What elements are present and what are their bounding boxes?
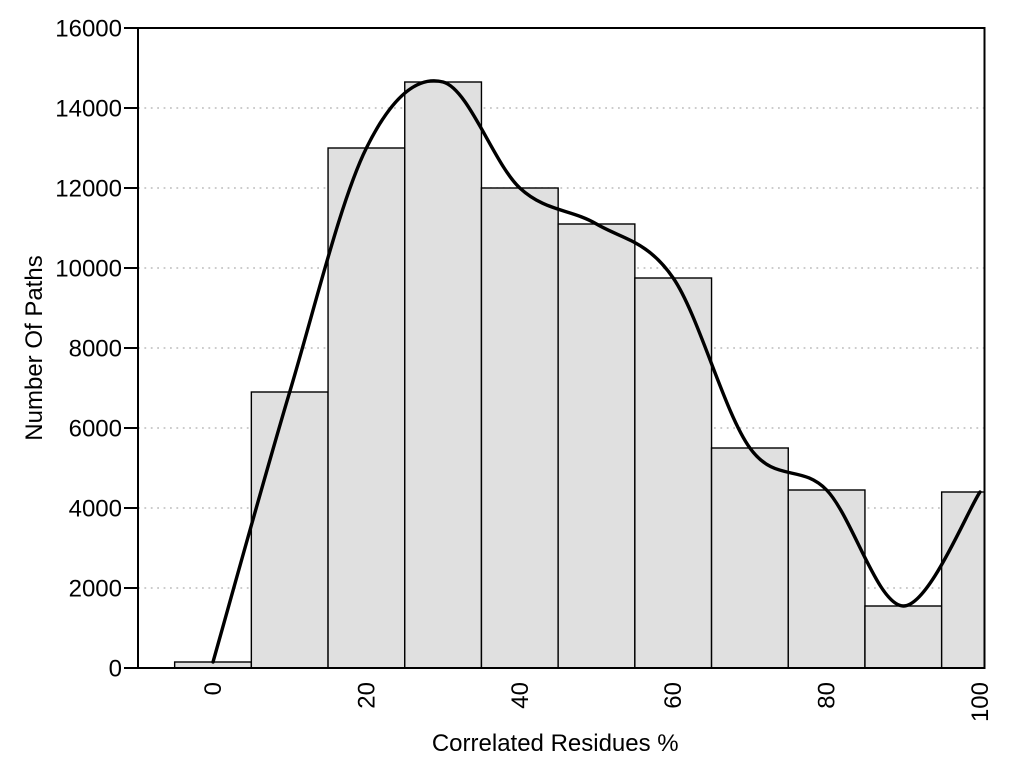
x-tick-label: 80 bbox=[814, 682, 841, 709]
histogram-bar bbox=[787, 489, 866, 668]
histogram-bar bbox=[940, 491, 985, 668]
histogram-bar bbox=[480, 187, 559, 668]
histogram-bar bbox=[327, 147, 406, 668]
y-tick-label: 10000 bbox=[55, 256, 122, 283]
y-tick-label: 12000 bbox=[55, 176, 122, 203]
x-tick-label: 60 bbox=[660, 682, 687, 709]
histogram-bar bbox=[864, 605, 943, 668]
y-axis-title: Number Of Paths bbox=[21, 255, 48, 440]
smooth-curve bbox=[211, 79, 982, 664]
histogram-bar bbox=[710, 447, 789, 668]
histogram-bar bbox=[404, 81, 483, 668]
x-tick-label: 40 bbox=[507, 682, 534, 709]
x-tick-label: 100 bbox=[967, 682, 994, 722]
histogram-bar bbox=[634, 277, 713, 668]
x-tick-label: 20 bbox=[353, 682, 380, 709]
y-tick-label: 4000 bbox=[69, 496, 122, 523]
y-tick-label: 2000 bbox=[69, 576, 122, 603]
y-tick-label: 6000 bbox=[69, 416, 122, 443]
x-tick-label: 0 bbox=[200, 682, 227, 695]
y-tick-label: 8000 bbox=[69, 336, 122, 363]
histogram-bar bbox=[250, 391, 329, 668]
y-tick-label: 16000 bbox=[55, 16, 122, 43]
y-tick-label: 14000 bbox=[55, 96, 122, 123]
y-tick-label: 0 bbox=[109, 656, 122, 683]
histogram-bar bbox=[557, 223, 636, 668]
x-axis-title: Correlated Residues % bbox=[432, 730, 679, 757]
